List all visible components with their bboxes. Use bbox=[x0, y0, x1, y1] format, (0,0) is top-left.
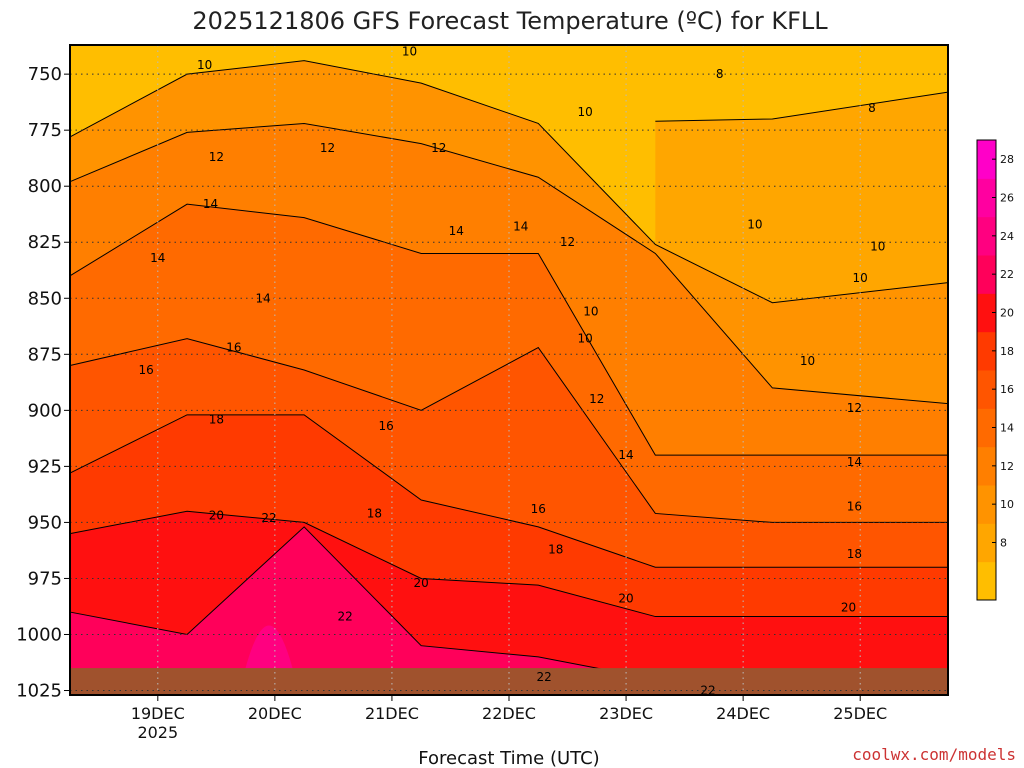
colorbar-label: 14 bbox=[1000, 422, 1014, 435]
contour-label: 12 bbox=[320, 141, 335, 155]
contour-label: 14 bbox=[513, 220, 528, 234]
contour-label: 10 bbox=[402, 45, 417, 59]
contour-label: 18 bbox=[847, 547, 862, 561]
contour-label: 20 bbox=[209, 509, 224, 523]
colorbar-label: 10 bbox=[1000, 498, 1014, 511]
colorbar-swatch bbox=[977, 216, 996, 256]
colorbar-label: 20 bbox=[1000, 307, 1014, 320]
contour-label: 10 bbox=[870, 240, 885, 254]
colorbar-swatch bbox=[977, 523, 996, 563]
contour-label: 16 bbox=[847, 500, 862, 514]
contour-label: 20 bbox=[414, 576, 429, 590]
contour-label: 14 bbox=[847, 455, 862, 469]
contour-label: 12 bbox=[560, 235, 575, 249]
colorbar-swatch bbox=[977, 293, 996, 333]
x-tick-label: 25DEC bbox=[833, 704, 887, 723]
colorbar: 8 10 12 14 16 18 20 22 24 26 28 bbox=[976, 139, 1014, 601]
contour-label: 14 bbox=[203, 197, 218, 211]
contour-label: 22 bbox=[261, 511, 276, 525]
chart-title: 2025121806 GFS Forecast Temperature (ºC)… bbox=[192, 7, 828, 35]
contour-label: 18 bbox=[209, 412, 224, 426]
band-above-22 bbox=[70, 526, 948, 695]
colorbar-label: 22 bbox=[1000, 268, 1014, 281]
contour-label: 12 bbox=[847, 401, 862, 415]
contour-label: 18 bbox=[367, 506, 382, 520]
contour-label: 14 bbox=[618, 448, 633, 462]
contour-label: 12 bbox=[589, 392, 604, 406]
x-tick-label: 21DEC bbox=[365, 704, 419, 723]
isotherm-10 bbox=[69, 60, 949, 304]
contour-label: 22 bbox=[337, 610, 352, 624]
contour-label: 12 bbox=[209, 150, 224, 164]
y-tick-label: 750 bbox=[28, 64, 62, 85]
contour-label: 8 bbox=[716, 67, 724, 81]
contour-label: 16 bbox=[226, 341, 241, 355]
colorbar-label: 18 bbox=[1000, 345, 1014, 358]
y-tick-label: 800 bbox=[28, 176, 62, 197]
colorbar-label: 26 bbox=[1000, 192, 1014, 205]
x-tick-label: 19DEC bbox=[131, 704, 185, 723]
contour-label: 14 bbox=[449, 224, 464, 238]
contour-label: 14 bbox=[150, 251, 165, 265]
isotherm-12 bbox=[69, 122, 949, 405]
y-tick-label: 775 bbox=[28, 120, 62, 141]
contour-label: 10 bbox=[583, 305, 598, 319]
contour-label: 12 bbox=[431, 141, 446, 155]
isotherm-18 bbox=[69, 414, 948, 568]
isotherm-14 bbox=[69, 203, 948, 456]
y-tick-label: 900 bbox=[28, 400, 62, 421]
colorbar-swatch bbox=[977, 561, 996, 601]
y-tick-label: 1000 bbox=[16, 624, 62, 645]
x-tick-label: 22DEC bbox=[482, 704, 536, 723]
y-tick-label: 850 bbox=[28, 288, 62, 309]
colorbar-label: 24 bbox=[1000, 230, 1014, 243]
contour-label: 14 bbox=[256, 291, 271, 305]
contour-label: 10 bbox=[577, 332, 592, 346]
plot-area: 10 10 8 10 8 12 12 12 14 10 14 14 12 10 14 10 14 10 10 16 16… bbox=[69, 45, 949, 698]
colorbar-label: 28 bbox=[1000, 153, 1014, 166]
colorbar-swatch bbox=[977, 446, 996, 486]
contour-label: 10 bbox=[577, 105, 592, 119]
contour-label: 18 bbox=[548, 542, 563, 556]
axes: 750 775 800 825 850 875 900 925 950 975 1000 1025 19… bbox=[16, 44, 949, 742]
y-tick-label: 875 bbox=[28, 344, 62, 365]
contour-label: 10 bbox=[197, 58, 212, 72]
x-tick-label: 20DEC bbox=[248, 704, 302, 723]
colorbar-swatch bbox=[977, 485, 996, 524]
colorbar-swatch bbox=[977, 140, 996, 179]
colorbar-label: 8 bbox=[1000, 537, 1007, 550]
colorbar-label: 12 bbox=[1000, 460, 1014, 473]
colorbar-label: 16 bbox=[1000, 383, 1014, 396]
y-tick-label: 950 bbox=[28, 512, 62, 533]
contour-label: 10 bbox=[800, 354, 815, 368]
contour-label: 20 bbox=[618, 592, 633, 606]
x-tick-sublabel: 2025 bbox=[137, 723, 178, 742]
contour-label: 10 bbox=[853, 271, 868, 285]
contour-label: 20 bbox=[841, 601, 856, 615]
isotherm-20 bbox=[69, 510, 948, 618]
contour-label: 10 bbox=[747, 217, 762, 231]
y-tick-label: 975 bbox=[28, 568, 62, 589]
colorbar-swatch bbox=[977, 178, 996, 218]
y-tick-label: 1025 bbox=[16, 681, 62, 702]
colorbar-swatch bbox=[977, 370, 996, 409]
x-axis-label: Forecast Time (UTC) bbox=[418, 748, 599, 768]
isotherm-8 bbox=[655, 91, 949, 122]
colorbar-swatch bbox=[977, 255, 996, 294]
y-tick-label: 925 bbox=[28, 456, 62, 477]
colorbar-frame bbox=[976, 139, 997, 601]
contour-label: 16 bbox=[531, 502, 546, 516]
colorbar-swatch bbox=[977, 331, 996, 371]
credit-text[interactable]: coolwx.com/models bbox=[852, 745, 1016, 764]
isotherm-16 bbox=[69, 338, 948, 523]
contour-label: 8 bbox=[868, 101, 876, 115]
colorbar-swatch bbox=[977, 408, 996, 448]
y-tick-label: 825 bbox=[28, 232, 62, 253]
contour-label: 22 bbox=[536, 670, 551, 684]
contour-label: 16 bbox=[138, 363, 153, 377]
contour-label: 16 bbox=[378, 419, 393, 433]
x-tick-label: 24DEC bbox=[716, 704, 770, 723]
x-tick-label: 23DEC bbox=[599, 704, 653, 723]
